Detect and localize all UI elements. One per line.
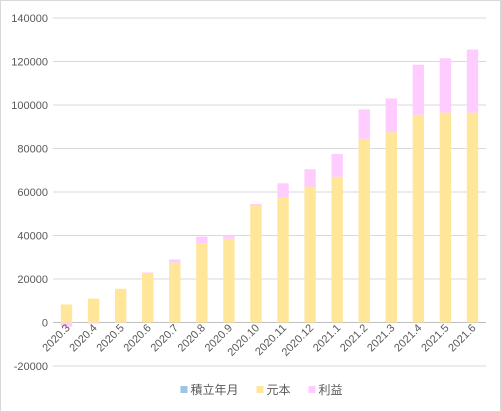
bar-segment (277, 183, 289, 198)
x-tick-label: 2021.4 (392, 322, 424, 354)
bars (60, 49, 479, 327)
y-tick-label: 140000 (11, 13, 48, 25)
bar-segment (87, 322, 100, 324)
bar-segment (304, 186, 316, 323)
bar-segment (196, 243, 208, 323)
bar-segment (358, 138, 370, 323)
bar-segment (466, 112, 479, 323)
bar-segment (277, 197, 289, 323)
x-tick-label: 2020.4 (67, 322, 99, 354)
bar-segment (304, 169, 316, 187)
x-tick-label: 2020.5 (94, 322, 126, 354)
bar-segment (412, 64, 425, 115)
bar-segment (196, 236, 208, 244)
bar-segment (142, 272, 154, 274)
legend-swatch (180, 386, 188, 393)
bar-segment (331, 153, 343, 177)
bar-segment (358, 109, 370, 139)
x-tick-label: 2020.8 (176, 322, 208, 354)
bar-segment (331, 176, 343, 323)
x-tick-label: 2021.1 (311, 322, 343, 354)
x-tick-label: 2020.6 (122, 322, 154, 354)
bar-segment (385, 132, 397, 323)
y-tick-label: 80000 (17, 144, 48, 156)
bar-segment (114, 288, 127, 323)
x-axis-tick-labels: 2020.32020.42020.52020.62020.72020.82020… (40, 322, 478, 359)
bar-segment (439, 58, 452, 113)
y-tick-label: -20000 (14, 361, 48, 373)
bar-segment (385, 98, 397, 133)
bar-segment (466, 49, 479, 113)
x-tick-label: 2021.3 (365, 322, 397, 354)
bar-segment (223, 238, 235, 323)
y-tick-label: 20000 (17, 274, 48, 286)
bar-segment (250, 205, 262, 323)
bar-segment (169, 259, 181, 263)
bar-segment (87, 298, 100, 323)
legend: 積立年月 元本 利益 (180, 382, 343, 397)
y-axis-tick-labels: -20000 0 20000 40000 60000 80000 100000 120000 1… (11, 13, 48, 373)
x-tick-label: 2021.6 (446, 322, 478, 354)
legend-label: 積立年月 (191, 382, 239, 397)
bar-segment (60, 304, 73, 323)
bar-segment (439, 112, 452, 323)
x-tick-label: 2021.2 (338, 322, 370, 354)
legend-swatch (308, 386, 316, 393)
y-tick-label: 0 (42, 318, 48, 330)
legend-label: 元本 (267, 383, 291, 397)
legend-label: 利益 (319, 383, 343, 397)
bar-segment (223, 235, 235, 239)
bar-segment (142, 273, 154, 323)
bar-segment (169, 262, 181, 323)
y-tick-label: 120000 (11, 57, 48, 69)
x-tick-label: 2021.5 (419, 322, 451, 354)
bar-segment (60, 322, 73, 327)
y-tick-label: 100000 (11, 100, 48, 112)
legend-swatch (256, 386, 264, 393)
y-tick-label: 40000 (17, 231, 48, 243)
bar-segment (412, 114, 425, 323)
bar-segment (250, 203, 262, 206)
y-tick-label: 60000 (17, 187, 48, 199)
x-tick-label: 2020.7 (149, 322, 181, 354)
